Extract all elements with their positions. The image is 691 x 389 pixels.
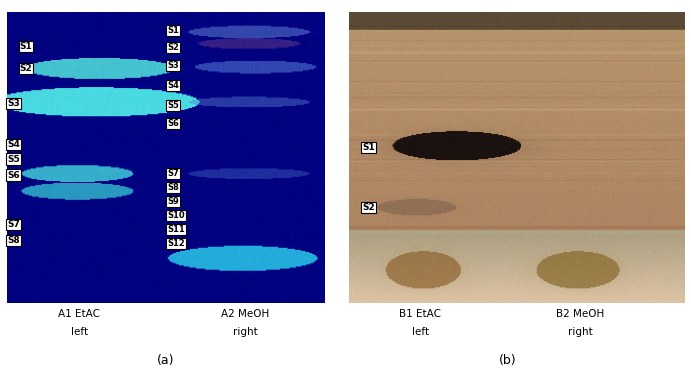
Text: (a): (a) [157, 354, 175, 367]
Text: right: right [233, 326, 258, 336]
Text: S1: S1 [362, 143, 375, 152]
Text: S3: S3 [167, 61, 179, 70]
Text: S2: S2 [19, 64, 32, 73]
Text: S8: S8 [7, 236, 19, 245]
Text: S8: S8 [167, 183, 179, 192]
Text: A2 MeOH: A2 MeOH [221, 309, 269, 319]
Text: S5: S5 [7, 154, 19, 163]
Text: S3: S3 [7, 99, 19, 108]
Text: S4: S4 [7, 140, 20, 149]
Text: S12: S12 [167, 239, 185, 248]
Text: A1 EtAC: A1 EtAC [59, 309, 100, 319]
Text: S6: S6 [167, 119, 179, 128]
Text: S10: S10 [167, 211, 185, 220]
Text: S7: S7 [167, 169, 179, 178]
Text: S2: S2 [362, 203, 375, 212]
Text: S9: S9 [167, 197, 179, 206]
Text: S5: S5 [167, 101, 179, 110]
Text: S1: S1 [167, 26, 179, 35]
Text: S11: S11 [167, 224, 185, 233]
Text: B2 MeOH: B2 MeOH [556, 309, 605, 319]
Text: S2: S2 [167, 43, 179, 52]
Text: S4: S4 [167, 81, 179, 90]
Text: S7: S7 [7, 220, 20, 229]
Text: left: left [412, 326, 428, 336]
Text: right: right [568, 326, 593, 336]
Text: left: left [71, 326, 88, 336]
Text: B1 EtAC: B1 EtAC [399, 309, 441, 319]
Text: S1: S1 [19, 42, 32, 51]
Text: S6: S6 [7, 170, 19, 180]
Text: (b): (b) [499, 354, 517, 367]
